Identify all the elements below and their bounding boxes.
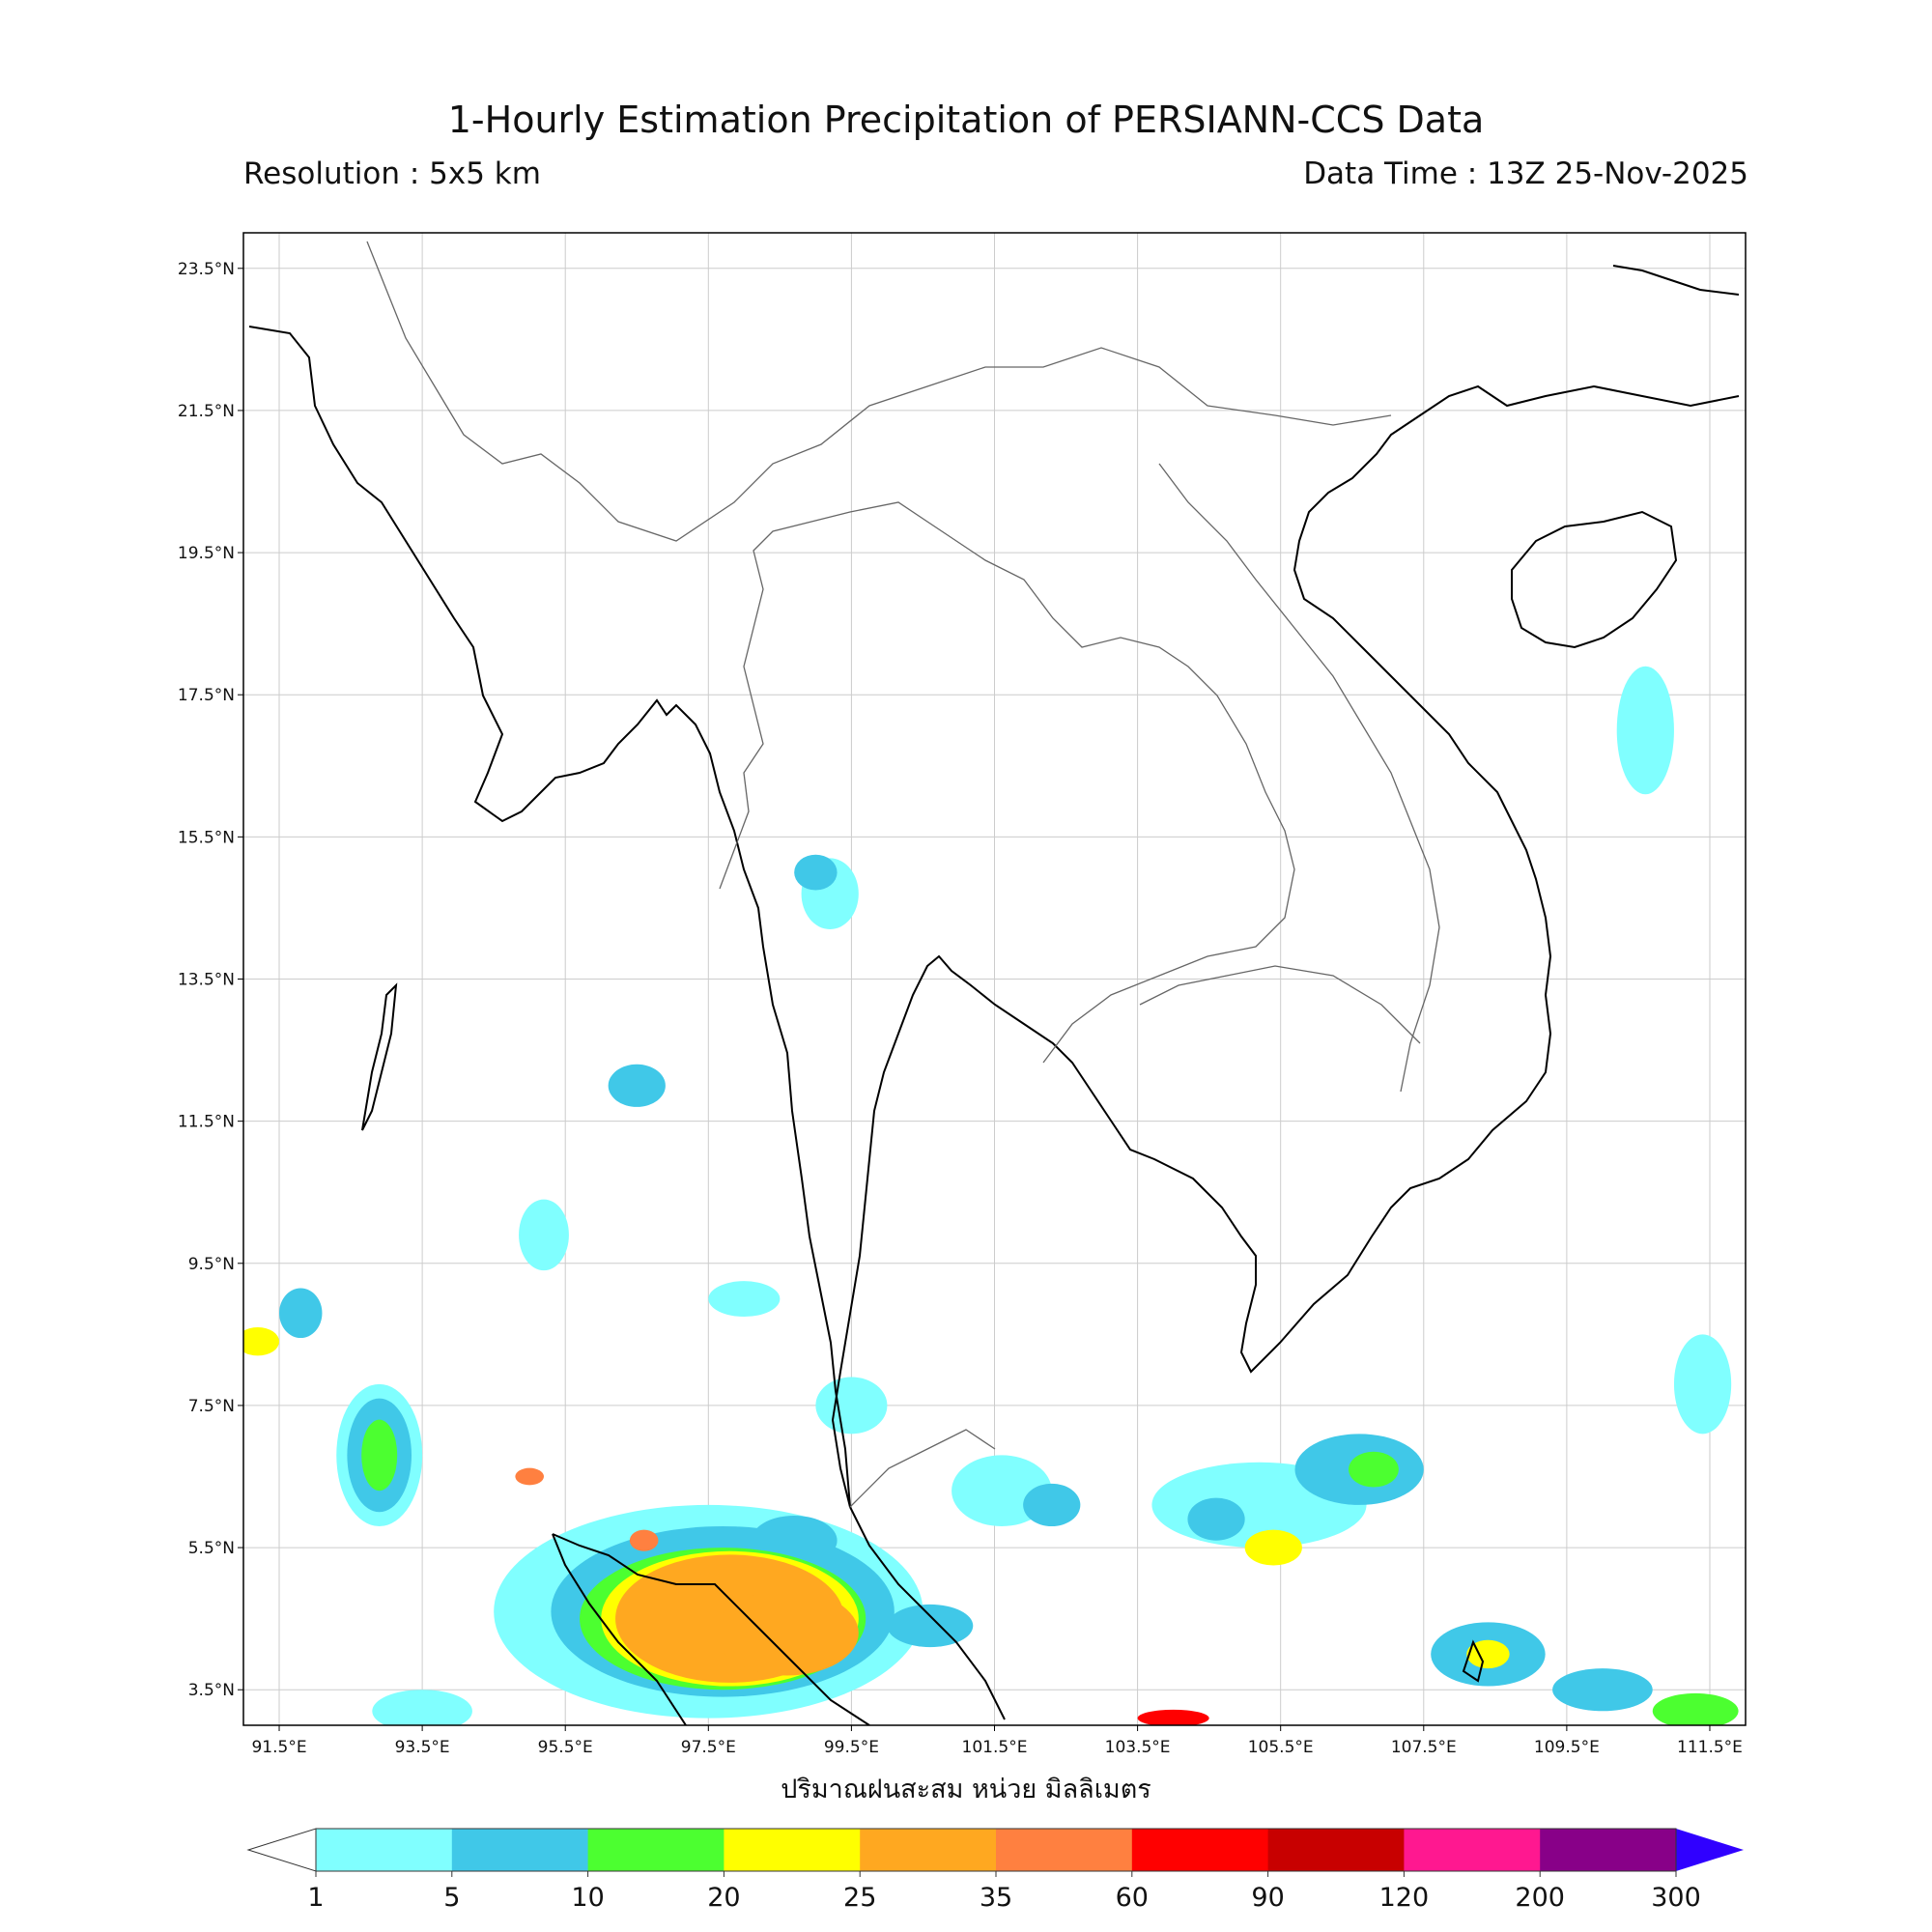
graticule	[243, 233, 1746, 1725]
colorbar-label: 300	[1651, 1883, 1701, 1913]
rain-cell	[1244, 1529, 1302, 1566]
rain-cell	[1187, 1497, 1245, 1541]
rain-cell	[1652, 1692, 1739, 1725]
rain-cell	[361, 1419, 398, 1492]
colorbar-segment	[996, 1829, 1133, 1871]
data-time-label: Data Time : 13Z 25-Nov-2025	[1303, 156, 1748, 191]
colorbar-label: 25	[843, 1883, 876, 1913]
units-label: ปริมาณฝนสะสม หน่วย มิลลิเมตร	[781, 1775, 1151, 1804]
lat-tick-label: 3.5°N	[188, 1681, 235, 1700]
map-title: 1-Hourly Estimation Precipitation of PER…	[447, 99, 1485, 141]
rain-cell	[1023, 1483, 1081, 1526]
colorbar-segment	[724, 1829, 861, 1871]
lat-tick-label: 21.5°N	[178, 402, 235, 421]
rain-cell	[608, 1064, 666, 1107]
colorbar: 1 5 10 20 25 35 60 90 120 200 300	[246, 1828, 1744, 1913]
lat-tick-label: 23.5°N	[178, 260, 235, 279]
rain-cell	[372, 1690, 472, 1725]
lon-tick-label: 95.5°E	[538, 1738, 593, 1757]
coastline-west-myanmar	[248, 326, 851, 1508]
lon-tick-label: 101.5°E	[962, 1738, 1028, 1757]
coastline-sumatra-west	[552, 1533, 687, 1725]
axis-ticks: 91.5°E 93.5°E 95.5°E 97.5°E 99.5°E 101.5°E 103…	[178, 260, 1743, 1757]
colorbar-label: 1	[307, 1883, 324, 1913]
coastline-gulf-of-thailand	[831, 830, 1552, 1508]
coastline-vietnam-north	[1293, 384, 1740, 832]
rain-cell	[1616, 666, 1674, 795]
border-thailand-malaysia	[849, 1429, 996, 1508]
border-laos-vietnam	[1158, 463, 1440, 1093]
colorbar-segment	[1131, 1829, 1269, 1871]
lat-tick-label: 5.5°N	[188, 1539, 235, 1558]
rain-cell	[1552, 1668, 1653, 1712]
colorbar-segment	[587, 1829, 724, 1871]
map-frame	[242, 232, 1747, 1726]
lon-tick-label: 99.5°E	[824, 1738, 879, 1757]
lat-tick-label: 11.5°N	[178, 1113, 235, 1132]
rain-cell	[887, 1604, 974, 1648]
coastline-borneo-natuna	[1462, 1639, 1485, 1683]
rain-cell	[794, 854, 838, 891]
coastline-malay-peninsula-east	[849, 1506, 1006, 1720]
border-cambodia	[1139, 965, 1421, 1044]
rain-layer	[243, 666, 1739, 1725]
coastline-sumatra	[552, 1533, 870, 1725]
border-thailand	[719, 501, 1295, 1064]
lat-tick-label: 17.5°N	[178, 686, 235, 705]
rain-cell	[629, 1529, 659, 1551]
lat-tick-label: 13.5°N	[178, 971, 235, 990]
rain-cell	[715, 1590, 859, 1676]
colorbar-segment	[1267, 1829, 1405, 1871]
colorbar-label: 20	[707, 1883, 740, 1913]
colorbar-segment	[1404, 1829, 1541, 1871]
rain-cell	[279, 1288, 323, 1339]
rain-cell	[1137, 1709, 1209, 1725]
colorbar-label: 60	[1116, 1883, 1149, 1913]
colorbar-over-arrow	[1676, 1829, 1744, 1871]
lon-tick-label: 105.5°E	[1248, 1738, 1314, 1757]
colorbar-label: 200	[1515, 1883, 1565, 1913]
colorbar-label: 5	[443, 1883, 460, 1913]
colorbar-segment	[1540, 1829, 1677, 1871]
lat-tick-label: 7.5°N	[188, 1397, 235, 1416]
resolution-label: Resolution : 5x5 km	[243, 156, 541, 191]
rain-cell	[708, 1281, 781, 1317]
colorbar-label: 35	[980, 1883, 1012, 1913]
lon-tick-label: 97.5°E	[681, 1738, 736, 1757]
coastlines-and-borders	[248, 241, 1740, 1725]
lat-tick-label: 9.5°N	[188, 1255, 235, 1274]
colorbar-segment	[451, 1829, 589, 1871]
coastline-andaman-islands	[361, 982, 398, 1131]
colorbar-segment	[860, 1829, 997, 1871]
rain-cell	[815, 1377, 888, 1435]
colorbar-label: 120	[1379, 1883, 1430, 1913]
colorbar-under-arrow	[246, 1828, 317, 1872]
lat-tick-label: 19.5°N	[178, 544, 235, 563]
lon-tick-label: 111.5°E	[1677, 1738, 1743, 1757]
lon-tick-label: 109.5°E	[1534, 1738, 1600, 1757]
colorbar-segment	[316, 1829, 453, 1871]
colorbar-label: 10	[571, 1883, 604, 1913]
rain-cell	[243, 1327, 280, 1356]
rain-cell	[1349, 1451, 1399, 1488]
coastline-hainan	[1511, 510, 1678, 649]
lat-tick-label: 15.5°N	[178, 828, 235, 847]
coastline-southeast	[1612, 265, 1740, 296]
lon-tick-label: 103.5°E	[1105, 1738, 1171, 1757]
colorbar-label: 90	[1251, 1883, 1284, 1913]
lon-tick-label: 93.5°E	[395, 1738, 450, 1757]
border-myanmar-china	[366, 241, 1392, 542]
rain-cell	[1673, 1334, 1732, 1435]
rain-cell	[1466, 1639, 1510, 1669]
rain-cell	[515, 1467, 544, 1486]
lon-tick-label: 107.5°E	[1391, 1738, 1457, 1757]
lon-tick-label: 91.5°E	[251, 1738, 306, 1757]
rain-cell	[519, 1199, 569, 1271]
